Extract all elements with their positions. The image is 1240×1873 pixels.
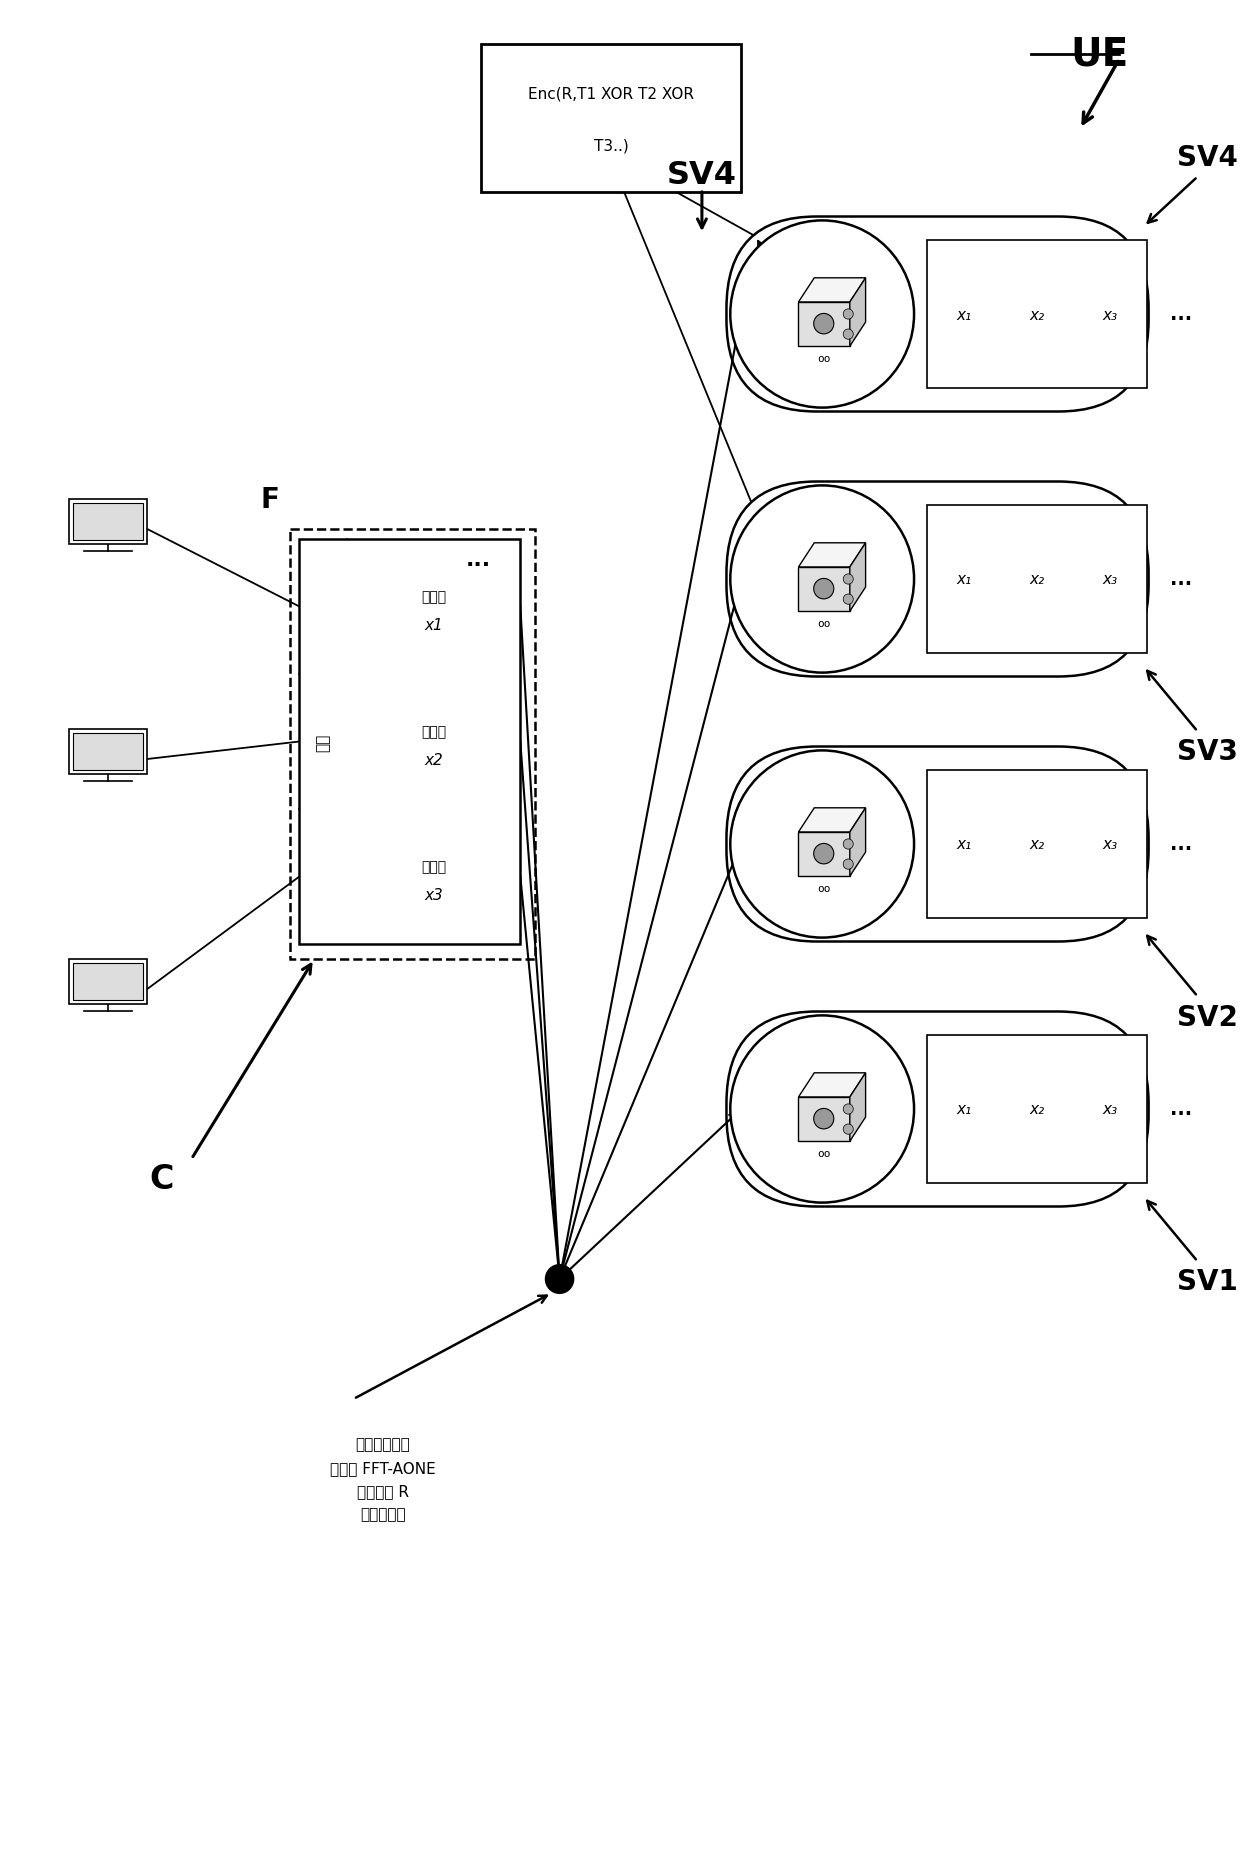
Bar	[928, 242, 1147, 390]
Polygon shape	[799, 568, 849, 612]
Polygon shape	[799, 809, 866, 832]
FancyBboxPatch shape	[727, 481, 1148, 678]
Text: x₂: x₂	[1029, 307, 1045, 322]
Circle shape	[813, 315, 833, 335]
Text: ...: ...	[466, 549, 491, 569]
Text: SV4: SV4	[1177, 144, 1238, 172]
Text: oo: oo	[817, 618, 831, 629]
Text: ...: ...	[1169, 569, 1192, 590]
Text: x₂: x₂	[1029, 571, 1045, 588]
Text: T3..): T3..)	[594, 139, 629, 154]
Polygon shape	[849, 809, 866, 877]
Polygon shape	[799, 1098, 849, 1141]
Text: x₂: x₂	[1029, 837, 1045, 852]
Text: x₁: x₁	[956, 307, 972, 322]
Text: UE: UE	[1070, 36, 1128, 73]
Circle shape	[730, 751, 914, 938]
Text: x₁: x₁	[956, 571, 972, 588]
FancyBboxPatch shape	[727, 217, 1148, 412]
Polygon shape	[849, 543, 866, 612]
Text: 文件数据片，
均使用 FFT-AONE
和随机值 R
进行了加密: 文件数据片， 均使用 FFT-AONE 和随机值 R 进行了加密	[330, 1437, 435, 1521]
Circle shape	[813, 579, 833, 599]
Text: x₃: x₃	[1102, 837, 1118, 852]
Polygon shape	[849, 279, 866, 347]
Bar	[73, 963, 144, 1000]
Circle shape	[813, 845, 833, 865]
Circle shape	[730, 221, 914, 408]
Text: SV1: SV1	[1177, 1268, 1238, 1296]
Text: 数据片: 数据片	[420, 725, 446, 740]
Bar	[73, 734, 144, 770]
Polygon shape	[799, 303, 849, 347]
Text: ...: ...	[1169, 305, 1192, 324]
Text: x₃: x₃	[1102, 1101, 1118, 1116]
Text: 数据片: 数据片	[420, 860, 446, 875]
Text: oo: oo	[817, 884, 831, 893]
Polygon shape	[799, 279, 866, 303]
Text: x₂: x₂	[1029, 1101, 1045, 1116]
Text: x1: x1	[424, 618, 443, 633]
Circle shape	[730, 487, 914, 672]
Bar	[481, 45, 742, 193]
Text: 数据片: 数据片	[420, 590, 446, 605]
Text: oo: oo	[817, 354, 831, 363]
Polygon shape	[799, 543, 866, 568]
Circle shape	[843, 309, 853, 320]
Text: x2: x2	[424, 753, 443, 768]
Text: F: F	[260, 485, 279, 513]
Bar	[290, 530, 534, 959]
Bar	[928, 1036, 1147, 1184]
FancyBboxPatch shape	[727, 1011, 1148, 1206]
Text: ...: ...	[1169, 1099, 1192, 1118]
Text: 文件: 文件	[315, 732, 331, 751]
Bar	[299, 539, 521, 944]
Text: SV2: SV2	[1177, 1002, 1238, 1030]
Polygon shape	[849, 1073, 866, 1141]
Text: Enc(R,T1 XOR T2 XOR: Enc(R,T1 XOR T2 XOR	[528, 86, 694, 101]
Text: SV3: SV3	[1177, 738, 1238, 766]
Text: SV4: SV4	[667, 159, 737, 191]
Text: C: C	[150, 1163, 175, 1195]
Circle shape	[843, 860, 853, 869]
Circle shape	[730, 1015, 914, 1202]
Text: x₁: x₁	[956, 1101, 972, 1116]
Text: x₁: x₁	[956, 837, 972, 852]
Circle shape	[843, 330, 853, 341]
Bar	[928, 770, 1147, 918]
Polygon shape	[799, 1073, 866, 1098]
Circle shape	[813, 1109, 833, 1129]
Circle shape	[843, 594, 853, 605]
Bar	[68, 730, 148, 775]
Text: x₃: x₃	[1102, 307, 1118, 322]
Polygon shape	[799, 832, 849, 877]
Circle shape	[546, 1266, 573, 1294]
Circle shape	[843, 575, 853, 584]
Circle shape	[843, 839, 853, 850]
Text: ...: ...	[1169, 835, 1192, 854]
Text: x₃: x₃	[1102, 571, 1118, 588]
Bar	[73, 504, 144, 541]
Bar	[68, 500, 148, 545]
Text: oo: oo	[817, 1148, 831, 1159]
Text: x3: x3	[424, 888, 443, 903]
Circle shape	[843, 1124, 853, 1135]
Bar	[928, 506, 1147, 654]
Bar	[68, 959, 148, 1004]
Circle shape	[843, 1105, 853, 1114]
FancyBboxPatch shape	[727, 747, 1148, 942]
